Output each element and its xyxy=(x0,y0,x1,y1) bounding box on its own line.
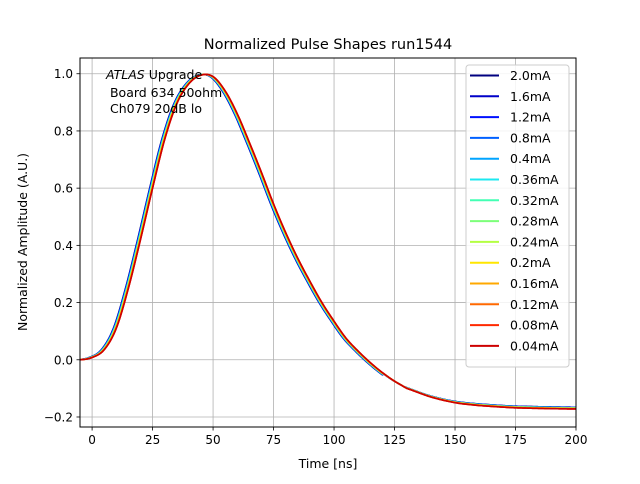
x-tick-label: 200 xyxy=(565,433,588,447)
y-tick-label: 0.6 xyxy=(54,182,73,196)
annotation: ATLAS Upgrade Board 634 50ohm Ch079 20dB… xyxy=(105,67,222,116)
legend-item: 0.04mA xyxy=(470,338,559,353)
annotation-upgrade: Upgrade xyxy=(145,67,203,82)
y-axis-ticks: −0.2 0.0 0.2 0.4 0.6 0.8 1.0 xyxy=(44,67,80,424)
legend-label: 0.36mA xyxy=(510,172,559,187)
legend-label: 0.28mA xyxy=(510,214,559,229)
y-axis-label: Normalized Amplitude (A.U.) xyxy=(15,153,30,331)
chart-title: Normalized Pulse Shapes run1544 xyxy=(204,37,452,53)
legend-label: 1.6mA xyxy=(510,89,551,104)
y-tick-label: 1.0 xyxy=(54,67,73,81)
legend-label: 2.0mA xyxy=(510,68,551,83)
annotation-line-2: Board 634 50ohm xyxy=(106,85,222,100)
y-tick-label: 0.4 xyxy=(54,239,73,253)
legend-label: 0.4mA xyxy=(510,151,551,166)
x-axis-ticks: 0 25 50 75 100 125 150 175 200 xyxy=(88,427,587,447)
x-tick-label: 75 xyxy=(266,433,281,447)
legend-box xyxy=(465,64,570,368)
legend-label: 1.2mA xyxy=(510,110,551,125)
legend-item: 0.8mA xyxy=(470,130,551,145)
legend-label: 0.2mA xyxy=(510,255,551,270)
legend-label: 0.8mA xyxy=(510,130,551,145)
x-tick-label: 100 xyxy=(323,433,346,447)
legend-label: 0.04mA xyxy=(510,338,559,353)
legend-label: 0.32mA xyxy=(510,193,559,208)
x-tick-label: 125 xyxy=(383,433,406,447)
x-tick-label: 50 xyxy=(205,433,220,447)
legend-label: 0.16mA xyxy=(510,276,559,291)
legend-label: 0.24mA xyxy=(510,234,559,249)
y-tick-label: 0.2 xyxy=(54,296,73,310)
legend: 2.0mA 1.6mA 1.2mA 0.8mA 0.4mA 0.36mA 0.32mA 0.2… xyxy=(465,64,570,368)
legend-item: 0.12mA xyxy=(470,297,559,312)
y-tick-label: 0.0 xyxy=(54,353,73,367)
y-tick-label: 0.8 xyxy=(54,124,73,138)
legend-item: 0.16mA xyxy=(470,276,559,291)
legend-item: 1.6mA xyxy=(470,89,551,104)
legend-item: 0.24mA xyxy=(470,234,559,249)
x-tick-label: 25 xyxy=(145,433,160,447)
legend-item: 0.28mA xyxy=(470,214,559,229)
x-axis-label: Time [ns] xyxy=(298,456,358,471)
legend-label: 0.08mA xyxy=(510,318,559,333)
legend-item: 2.0mA xyxy=(470,68,551,83)
y-tick-label: −0.2 xyxy=(44,410,73,424)
legend-item: 0.32mA xyxy=(470,193,559,208)
series-lines xyxy=(80,73,576,410)
series-line-0.04mA xyxy=(80,73,576,410)
x-tick-label: 175 xyxy=(504,433,527,447)
x-tick-label: 150 xyxy=(444,433,467,447)
legend-item: 0.36mA xyxy=(470,172,559,187)
legend-item: 0.2mA xyxy=(470,255,551,270)
axes-frame xyxy=(79,57,577,428)
annotation-atlas: ATLAS xyxy=(105,67,145,82)
annotation-line-1: ATLAS Upgrade xyxy=(105,67,202,82)
x-tick-label: 0 xyxy=(88,433,96,447)
annotation-line-3: Ch079 20dB lo xyxy=(106,101,202,116)
legend-item: 1.2mA xyxy=(470,110,551,125)
legend-item: 0.08mA xyxy=(470,318,559,333)
legend-label: 0.12mA xyxy=(510,297,559,312)
legend-item: 0.4mA xyxy=(470,151,551,166)
